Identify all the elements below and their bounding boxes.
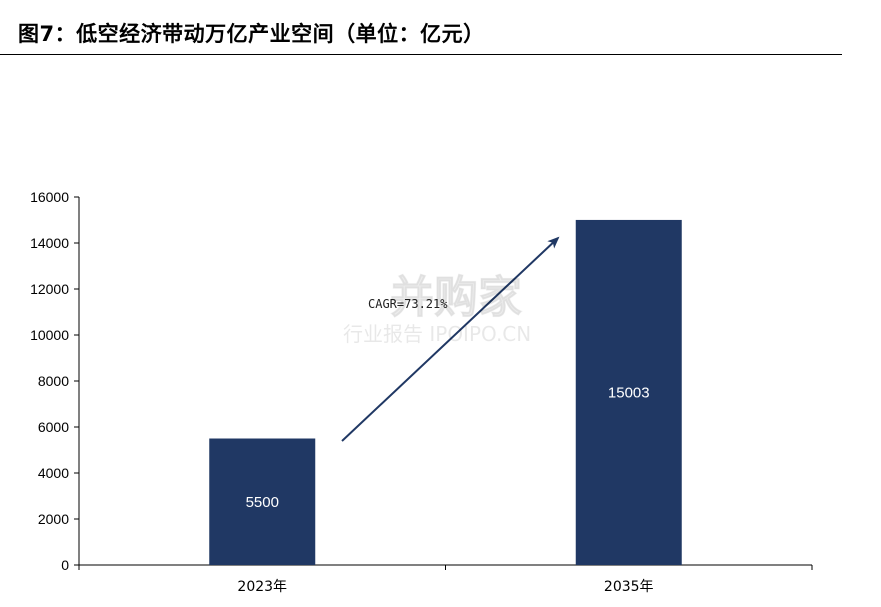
x-tick-label: 2035年 bbox=[604, 579, 654, 595]
chart-axes bbox=[78, 197, 812, 566]
watermark-subtitle: 行业报告 IPOIPO.CN bbox=[343, 322, 531, 346]
title-divider bbox=[0, 54, 842, 55]
bar-data-label: 5500 bbox=[246, 494, 279, 511]
bar bbox=[575, 219, 682, 565]
bars: 5500 15003 bbox=[209, 219, 682, 565]
y-axis-ticks: 0 2000 4000 6000 8000 10000 12000 14000 16000 bbox=[30, 189, 79, 573]
y-tick-label: 8000 bbox=[38, 373, 69, 389]
watermark: 并购家 行业报告 IPOIPO.CN bbox=[343, 272, 531, 347]
y-tick-label: 4000 bbox=[38, 465, 69, 481]
y-tick-label: 10000 bbox=[30, 327, 69, 343]
bar-data-label: 15003 bbox=[608, 384, 650, 401]
bar bbox=[209, 438, 316, 565]
y-tick-label: 16000 bbox=[30, 189, 69, 205]
watermark-brand: 并购家 bbox=[390, 272, 522, 323]
y-tick-label: 12000 bbox=[30, 281, 69, 297]
cagr-label: CAGR=73.21% bbox=[368, 297, 448, 311]
page-title: 图7：低空经济带动万亿产业空间（单位：亿元） bbox=[18, 22, 485, 46]
y-tick-label: 6000 bbox=[38, 419, 69, 435]
cagr-annotation: CAGR=73.21% bbox=[341, 236, 560, 442]
y-tick-label: 14000 bbox=[30, 235, 69, 251]
x-axis-ticks: 2023年 2035年 bbox=[78, 565, 813, 595]
y-tick-label: 2000 bbox=[38, 511, 69, 527]
cagr-arrow bbox=[341, 236, 560, 442]
x-tick-label: 2023年 bbox=[237, 579, 287, 595]
y-tick-label: 0 bbox=[61, 557, 69, 573]
